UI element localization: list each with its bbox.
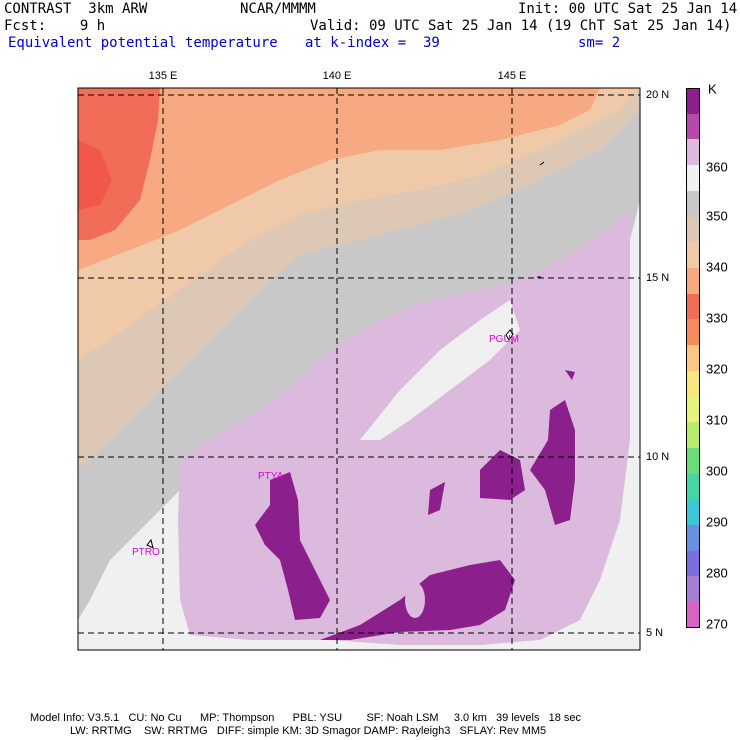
palau-outline: [146, 538, 154, 549]
colorbar-label-350: 350: [706, 208, 728, 224]
lon-label-145: 145 E: [497, 70, 527, 82]
valid-time: Valid: 09 UTC Sat 25 Jan 14 (19 ChT Sat …: [310, 18, 732, 34]
model-title: CONTRAST 3km ARW: [4, 1, 148, 17]
contour-355-hole: [405, 582, 425, 618]
contour-360-f: [565, 370, 575, 380]
colorbar-segment: [686, 216, 700, 243]
lat-label-5n: 5 N: [646, 627, 664, 639]
colorbar-label-320: 320: [706, 361, 728, 377]
lat-label-15n: 15 N: [646, 272, 670, 284]
colorbar-label-330: 330: [706, 310, 728, 326]
contour-360-c: [480, 450, 525, 500]
lat-label-10n: 10 N: [646, 451, 670, 463]
colorbar-segment: [686, 370, 700, 397]
lon-label-135: 135 E: [148, 70, 178, 82]
colorbar-segment: [686, 396, 700, 423]
contour-350-channel: [360, 300, 520, 440]
colorbar-segment: [686, 422, 700, 449]
lat-label-20n: 20 N: [646, 89, 670, 101]
lon-label-140: 140 E: [322, 70, 352, 82]
colorbar-label-300: 300: [706, 463, 728, 479]
colorbar-segment: [686, 550, 700, 577]
init-time: Init: 00 UTC Sat 25 Jan 14: [518, 1, 738, 17]
forecast-hour: Fcst: 9 h: [4, 18, 106, 34]
colorbar-segment: [686, 267, 700, 295]
colorbar-segment: [686, 524, 700, 552]
smoothing-label: sm= 2: [578, 35, 621, 51]
model-info-line2: LW: RRTMG SW: RRTMG DIFF: simple KM: 3D …: [70, 725, 547, 737]
map-frame: [77, 87, 641, 651]
level-index: at k-index = 39: [305, 35, 440, 51]
colorbar-segment: [686, 113, 700, 140]
model-info-line1: Model Info: V3.5.1 CU: No Cu MP: Thompso…: [30, 712, 582, 724]
station-label-pgum: PGUM: [489, 334, 519, 345]
agency-label: NCAR/MMMM: [240, 1, 316, 17]
colorbar-segment: [686, 499, 700, 526]
colorbar-segment: [686, 602, 700, 629]
colorbar-label-270: 270: [706, 616, 728, 632]
guam-outline: [505, 329, 514, 341]
colorbar-segment: [686, 190, 700, 217]
colorbar-label-310: 310: [706, 412, 728, 428]
contour-360-e: [428, 482, 445, 515]
island-north: [539, 161, 545, 166]
colorbar-label-280: 280: [706, 565, 728, 581]
lat-lon-grid: [78, 88, 640, 650]
colorbar-segment: [686, 319, 700, 346]
colorbar-segment: [686, 88, 700, 115]
contour-335: [78, 88, 600, 270]
colorbar-segment: [686, 139, 700, 166]
colorbar-label-290: 290: [706, 514, 728, 530]
colorbar-segment: [686, 242, 700, 269]
contour-360-d: [530, 400, 575, 525]
contour-360-a: [255, 472, 330, 620]
station-label-ptya: PTYA: [258, 471, 284, 482]
station-label-ptro: PTRO: [132, 547, 160, 558]
colorbar-segment: [686, 473, 700, 500]
colorbar-segment: [686, 345, 700, 372]
colorbar-segment: [686, 165, 700, 192]
contour-325: [78, 140, 112, 210]
colorbar-segment: [686, 576, 700, 603]
colorbar-label-340: 340: [706, 259, 728, 275]
colorbar-segment: [686, 447, 700, 474]
colorbar-unit: K: [708, 81, 717, 97]
field-name: Equivalent potential temperature: [8, 35, 278, 51]
colorbar-label-360: 360: [706, 159, 728, 175]
colorbar-segment: [686, 293, 700, 320]
